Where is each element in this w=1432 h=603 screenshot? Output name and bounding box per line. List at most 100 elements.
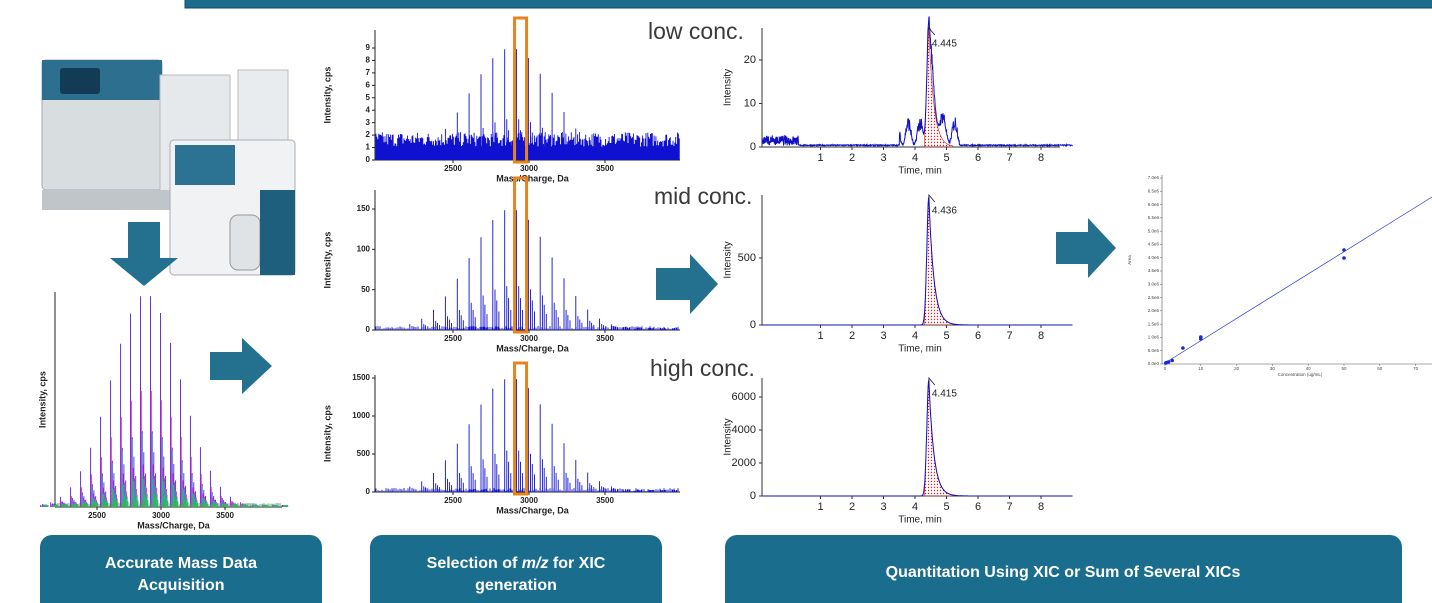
x-tick-label: 8 bbox=[1038, 501, 1044, 513]
step-label: Acquisition bbox=[137, 577, 224, 594]
y-axis-label: Intensity bbox=[723, 241, 734, 278]
spectrum-trace bbox=[42, 475, 289, 507]
y-axis-label: Intensity, cps bbox=[322, 232, 332, 289]
y-tick-label: 10 bbox=[744, 97, 756, 109]
y-tick-label: 6.0e6 bbox=[1148, 202, 1160, 207]
y-tick-label: 4.0e6 bbox=[1148, 255, 1160, 260]
x-axis-label: Time, min bbox=[898, 515, 942, 526]
y-tick-label: 500 bbox=[357, 449, 371, 458]
y-axis-label: Intensity, cps bbox=[37, 371, 47, 428]
x-tick-label: 2 bbox=[849, 152, 855, 164]
peak-flag bbox=[928, 376, 936, 386]
x-tick-label: 7 bbox=[1006, 152, 1012, 164]
x-tick-label: 2500 bbox=[444, 496, 462, 505]
y-tick-label: 3.5e6 bbox=[1148, 268, 1160, 273]
x-tick-label: 1 bbox=[817, 152, 823, 164]
mz-selection-box bbox=[513, 176, 529, 334]
y-axis-label: Intensity bbox=[723, 69, 734, 106]
x-tick-label: 1 bbox=[817, 501, 823, 513]
x-axis-label: Mass/Charge, Da bbox=[496, 173, 570, 183]
x-tick-label: 3 bbox=[880, 501, 886, 513]
y-tick-label: 7 bbox=[366, 68, 371, 77]
step-label-part: Selection of bbox=[427, 555, 522, 572]
x-tick-label: 0 bbox=[1164, 366, 1167, 371]
x-tick-label: 7 bbox=[1006, 330, 1012, 342]
calibration-point bbox=[1342, 256, 1346, 260]
x-tick-label: 20 bbox=[1234, 366, 1240, 371]
peak-label: 4.436 bbox=[932, 206, 957, 217]
x-tick-label: 4 bbox=[912, 330, 918, 342]
y-tick-label: 8 bbox=[366, 56, 371, 65]
xic-trace bbox=[762, 379, 1073, 497]
mz-selection-box bbox=[513, 361, 529, 496]
x-axis-label: Time, min bbox=[898, 344, 942, 355]
y-tick-label: 20 bbox=[744, 54, 756, 66]
y-tick-label: 3 bbox=[366, 118, 371, 127]
y-tick-label: 2000 bbox=[732, 457, 756, 469]
xic-peak-area bbox=[924, 29, 954, 148]
x-tick-label: 6 bbox=[975, 501, 981, 513]
y-tick-label: 0.0e0 bbox=[1148, 361, 1160, 366]
step-label: generation bbox=[475, 577, 557, 594]
step-label: Accurate Mass Data bbox=[105, 555, 257, 572]
y-tick-label: 500 bbox=[738, 252, 756, 264]
x-tick-label: 2 bbox=[849, 330, 855, 342]
y-tick-label: 0 bbox=[366, 155, 371, 164]
x-tick-label: 10 bbox=[1198, 366, 1204, 371]
spectrum-trace bbox=[375, 49, 680, 160]
x-axis-label: Mass/Charge, Da bbox=[137, 520, 211, 530]
peak-label: 4.445 bbox=[932, 39, 957, 50]
spectrum-trace bbox=[375, 379, 679, 492]
x-tick-label: 6 bbox=[975, 152, 981, 164]
y-tick-label: 4000 bbox=[732, 424, 756, 436]
x-tick-label: 1 bbox=[817, 330, 823, 342]
x-tick-label: 4 bbox=[912, 152, 918, 164]
x-tick-label: 3000 bbox=[520, 164, 538, 173]
y-axis-label: Intensity, cps bbox=[322, 67, 332, 124]
x-tick-label: 8 bbox=[1038, 330, 1044, 342]
x-tick-label: 5 bbox=[943, 152, 949, 164]
y-tick-label: 1 bbox=[366, 143, 371, 152]
arrow-right bbox=[1056, 218, 1116, 278]
y-tick-label: 4 bbox=[366, 105, 371, 114]
x-tick-label: 5 bbox=[943, 501, 949, 513]
y-axis-label: Intensity, cps bbox=[322, 405, 332, 462]
x-tick-label: 3000 bbox=[520, 496, 538, 505]
y-tick-label: 0 bbox=[750, 490, 756, 502]
arrow-down bbox=[110, 222, 178, 286]
x-axis-label: Time, min bbox=[898, 166, 942, 177]
spectrum-trace bbox=[375, 210, 679, 330]
x-tick-label: 60 bbox=[1377, 366, 1383, 371]
x-tick-label: 4 bbox=[912, 501, 918, 513]
y-tick-label: 1.5e6 bbox=[1148, 321, 1160, 326]
y-tick-label: 1000 bbox=[352, 411, 370, 420]
y-tick-label: 1500 bbox=[352, 373, 370, 382]
x-tick-label: 3000 bbox=[520, 334, 538, 343]
step-box bbox=[725, 535, 1402, 603]
y-tick-label: 5.0e6 bbox=[1148, 228, 1160, 233]
instrument-illustration bbox=[41, 59, 296, 276]
y-tick-label: 6000 bbox=[732, 391, 756, 403]
y-tick-label: 100 bbox=[357, 244, 371, 253]
y-tick-label: 5 bbox=[366, 93, 371, 102]
y-tick-label: 4.5e6 bbox=[1148, 242, 1160, 247]
fit-line bbox=[1164, 196, 1432, 364]
step-label-part: m/z bbox=[522, 555, 549, 572]
arrow-right bbox=[656, 254, 718, 314]
step-label: Selection of m/z for XIC bbox=[427, 555, 606, 572]
x-tick-label: 70 bbox=[1413, 366, 1419, 371]
calibration-point bbox=[1181, 346, 1185, 350]
x-axis-label: Mass/Charge, Da bbox=[496, 505, 570, 515]
y-tick-label: 5.5e6 bbox=[1148, 215, 1160, 220]
top-banner bbox=[184, 0, 1432, 9]
y-tick-label: 6.5e6 bbox=[1148, 188, 1160, 193]
x-tick-label: 3500 bbox=[596, 334, 614, 343]
x-tick-label: 2500 bbox=[444, 334, 462, 343]
x-tick-label: 3 bbox=[880, 330, 886, 342]
xic-trace bbox=[762, 196, 1073, 326]
y-tick-label: 0 bbox=[750, 141, 756, 153]
calibration-point bbox=[1166, 360, 1171, 364]
x-tick-label: 5 bbox=[943, 330, 949, 342]
x-tick-label: 8 bbox=[1038, 152, 1044, 164]
y-tick-label: 3.0e6 bbox=[1148, 281, 1160, 286]
